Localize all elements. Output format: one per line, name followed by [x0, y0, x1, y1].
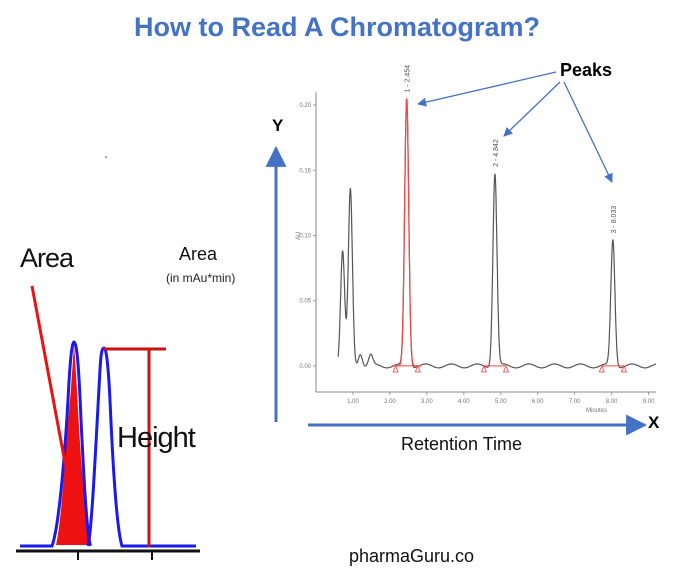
area-unit-label: (in mAu*min) — [166, 271, 236, 285]
peak-label: 2 - 4.842 — [493, 139, 500, 167]
inset-area-pointer — [30, 285, 74, 501]
inset-area-label: Area — [20, 243, 74, 273]
integration-marker — [480, 364, 487, 373]
y-tick-label: 0.05 — [299, 299, 311, 305]
peak-callout-2 — [503, 81, 561, 137]
x-tick-label: 3.00 — [421, 399, 433, 405]
peaks-callout-label: Peaks — [560, 60, 613, 80]
page-title: How to Read A Chromatogram? — [133, 12, 540, 42]
y-tick-label: 0.10 — [299, 233, 311, 239]
integration-marker — [392, 364, 399, 373]
peak-label: 3 - 8.033 — [611, 206, 618, 234]
x-axis-label: X — [648, 413, 660, 432]
integration-marker — [502, 364, 510, 373]
y-axis-label: Y — [272, 116, 284, 135]
inset-height-label: Height — [117, 422, 196, 454]
y-tick-label: 0.20 — [299, 103, 311, 109]
stray-dot — [105, 156, 107, 158]
x-tick-label: 8.00 — [606, 399, 618, 405]
inset-area-fill — [56, 345, 92, 545]
inset-peak-1 — [20, 340, 92, 548]
x-tick-label: 1.00 — [347, 399, 359, 405]
peak-callout-1 — [417, 71, 557, 107]
y-tick-label: 0.00 — [299, 364, 311, 370]
integration-marker — [598, 364, 605, 373]
chromatogram-plot: 1.00 2.00 3.00 4.00 5.00 6.00 7.00 8.00 9.00 0.00… — [296, 65, 656, 414]
x-tick-label: 4.00 — [458, 399, 470, 405]
y-unit-label: AU — [296, 232, 302, 240]
x-tick-label: 5.00 — [495, 399, 507, 405]
footer-credit: pharmaGuru.co — [349, 546, 475, 566]
retention-time-label: Retention Time — [401, 434, 523, 454]
x-unit-label: Minutes — [586, 408, 607, 414]
chromatogram-trace — [337, 99, 656, 369]
integration-marker — [620, 364, 628, 373]
peak-label: 1 - 2.454 — [405, 65, 412, 93]
area-height-inset — [14, 234, 204, 564]
integration-marker — [414, 364, 421, 373]
x-tick-label: 6.00 — [532, 399, 544, 405]
area-label: Area — [179, 244, 218, 264]
x-tick-label: 9.00 — [643, 399, 655, 405]
y-tick-label: 0.15 — [299, 168, 311, 174]
x-tick-label: 7.00 — [569, 399, 581, 405]
peak-callout-3 — [563, 81, 613, 183]
x-tick-label: 2.00 — [384, 399, 396, 405]
highlighted-peak-trace — [391, 98, 422, 367]
